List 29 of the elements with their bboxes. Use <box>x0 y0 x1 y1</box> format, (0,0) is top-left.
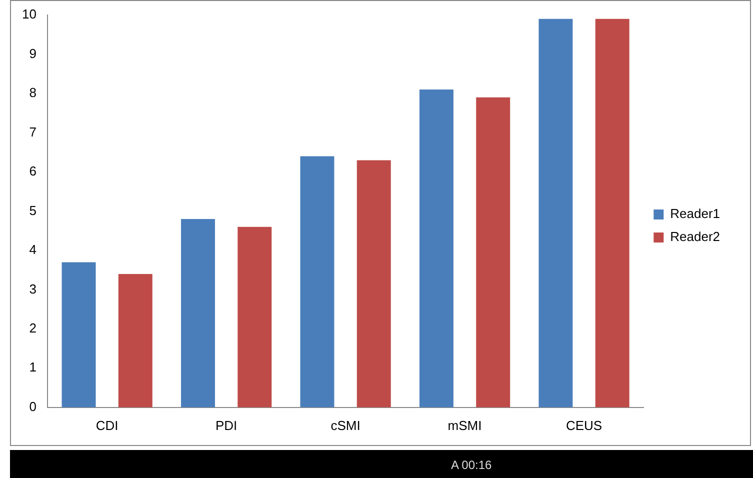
bar <box>419 90 454 408</box>
y-tick-label: 0 <box>29 398 36 414</box>
legend-label: Reader1 <box>670 206 720 222</box>
bar <box>538 18 573 408</box>
x-tick-label: CDI <box>96 418 118 433</box>
bar <box>595 18 630 408</box>
bar <box>62 262 96 408</box>
y-tick-label: 6 <box>29 164 36 179</box>
y-tick-label: 5 <box>29 202 36 218</box>
y-tick-label: 4 <box>29 242 36 258</box>
x-tick-label: mSMI <box>448 418 482 433</box>
y-tick-label: 8 <box>29 85 36 100</box>
bar <box>181 219 215 408</box>
y-tick-label: 9 <box>29 46 36 61</box>
x-tick-label: PDI <box>215 418 238 433</box>
x-tick-label: cSMI <box>330 418 360 433</box>
y-tick-label: 1 <box>29 360 36 375</box>
y-tick-label: 3 <box>29 281 36 296</box>
y-tick-label: 10 <box>22 6 36 22</box>
bar <box>118 274 152 408</box>
y-tick-label: 2 <box>29 320 36 336</box>
text: A 00:16 <box>451 458 492 472</box>
bar <box>238 226 272 408</box>
bar <box>300 156 334 408</box>
bar <box>476 97 510 408</box>
bar <box>356 160 391 408</box>
y-tick-label: 7 <box>29 124 36 140</box>
x-tick-label: CEUS <box>566 418 602 433</box>
legend-label: Reader2 <box>670 229 720 244</box>
